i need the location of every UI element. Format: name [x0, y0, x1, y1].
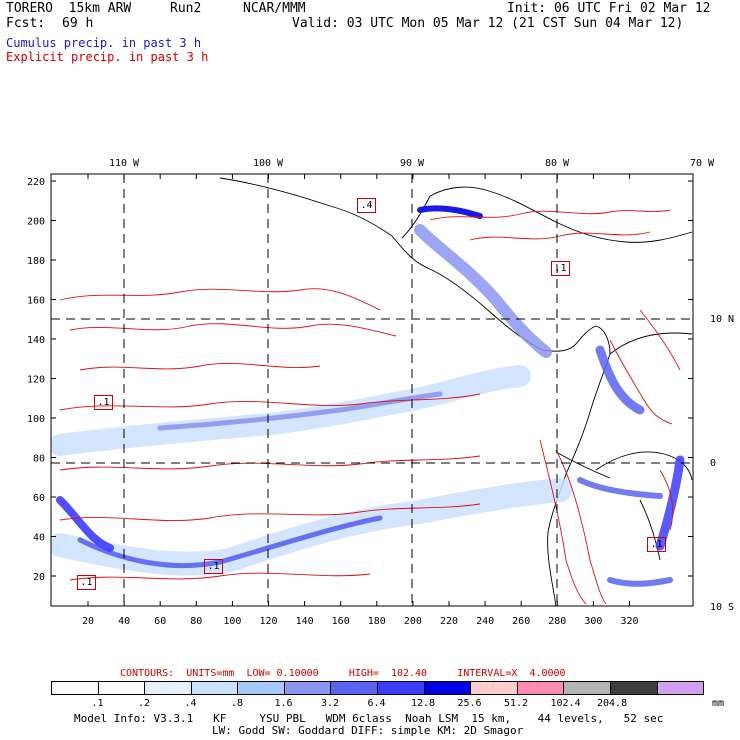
grid-x-label: 300 [584, 616, 602, 627]
grid-x-label: 280 [548, 616, 566, 627]
grid-x-label: 100 [223, 616, 241, 627]
colorbar-label: .4 [184, 698, 197, 709]
grid-y-label: 80 [33, 454, 45, 465]
lon-label: 90 W [400, 158, 425, 169]
colorbar-label: .1 [91, 698, 104, 709]
colorbar-swatch [471, 682, 518, 694]
contours-high: HIGH= 102.40 [348, 668, 428, 679]
explicit-precip-contours [59, 209, 681, 605]
grid-x-label: 240 [476, 616, 494, 627]
colorbar-label: 102.4 [550, 698, 581, 709]
grid-x-label: 40 [118, 616, 130, 627]
model-info: Model Info: V3.3.1 KF YSU PBL WDM 6class… [74, 712, 664, 725]
org-label: NCAR/MMM [243, 1, 306, 16]
grid-y-label: 220 [27, 177, 45, 188]
contours-info: CONTOURS: UNITS=mm LOW= 0.10000 HIGH= 10… [120, 668, 566, 679]
contours-interval: INTERVAL=X 4.0000 [457, 668, 566, 679]
contour-label: .1 [647, 537, 666, 552]
physics-info: LW: Godd SW: Goddard DIFF: simple KM: 2D… [212, 724, 524, 737]
colorbar-swatch [98, 682, 146, 694]
coastline [219, 177, 693, 606]
colorbar-swatch [145, 682, 192, 694]
colorbar-swatch [378, 682, 425, 694]
grid-y-label: 120 [27, 375, 45, 386]
map-frame [50, 173, 694, 607]
contour-label: .1 [551, 261, 570, 276]
cumulus-precip [51, 205, 685, 587]
lon-label: 110 W [109, 158, 140, 169]
contour-label: .1 [77, 575, 96, 590]
grid-y-label: 200 [27, 217, 45, 228]
colorbar-unit: mm [712, 698, 725, 709]
axis-labels: 110 W 100 W 90 W 80 W 70 W 10 N 0 10 S 220 200 180… [27, 158, 734, 627]
grid-y-label: 40 [33, 533, 45, 544]
colorbar-swatch [52, 682, 99, 694]
fcst-label: Fcst: [6, 16, 46, 31]
map-background [51, 174, 693, 606]
grid-y-label: 60 [33, 493, 45, 504]
contours-label: CONTOURS: [120, 668, 175, 679]
fcst-value: 69 h [62, 16, 94, 31]
colorbar-label: 6.4 [367, 698, 386, 709]
grid-x-label: 20 [82, 616, 94, 627]
colorbar-swatch [331, 682, 379, 694]
legend-explicit: Explicit precip. in past 3 h [6, 50, 209, 64]
lon-label: 70 W [690, 158, 715, 169]
valid-time: Valid: 03 UTC Mon 05 Mar 12 (21 CST Sun … [292, 16, 684, 31]
lon-label: 100 W [253, 158, 284, 169]
colorbar [51, 681, 704, 695]
colorbar-label: .2 [137, 698, 151, 709]
colorbar-swatch [517, 682, 565, 694]
colorbar-swatch [564, 682, 611, 694]
grid-x-label: 120 [259, 616, 277, 627]
graticule [51, 174, 693, 606]
init-time: Init: 06 UTC Fri 02 Mar 12 [507, 1, 711, 16]
colorbar-swatch [284, 682, 332, 694]
grid-y-label: 100 [27, 414, 45, 425]
lat-label: 0 [710, 458, 716, 469]
model-title: TORERO 15km ARW [6, 1, 132, 16]
grid-x-label: 140 [296, 616, 314, 627]
colorbar-swatch [610, 682, 658, 694]
colorbar-swatch [238, 682, 285, 694]
grid-y-label: 180 [27, 256, 45, 267]
colorbar-swatch [191, 682, 239, 694]
grid-y-label: 160 [27, 296, 45, 307]
axis-ticks [51, 174, 693, 606]
colorbar-label: 204.8 [597, 698, 628, 709]
lat-label: 10 N [710, 314, 734, 325]
contour-label: .1 [94, 395, 113, 410]
grid-y-label: 20 [33, 572, 45, 583]
contour-label: .1 [204, 559, 223, 574]
colorbar-label: 1.6 [274, 698, 293, 709]
colorbar-swatch [657, 682, 704, 694]
legend-cumulus: Cumulus precip. in past 3 h [6, 36, 202, 50]
grid-x-label: 260 [512, 616, 530, 627]
colorbar-label: 3.2 [320, 698, 340, 709]
contour-label: .4 [357, 198, 376, 213]
colorbar-label: 25.6 [457, 698, 482, 709]
lat-label: 10 S [710, 602, 734, 613]
contours-low: LOW= 0.10000 [246, 668, 319, 679]
contours-units: UNITS=mm [186, 668, 235, 679]
colorbar-label: 12.8 [411, 698, 436, 709]
grid-x-label: 320 [620, 616, 638, 627]
grid-x-label: 220 [440, 616, 458, 627]
grid-x-label: 180 [368, 616, 386, 627]
grid-y-label: 140 [27, 335, 45, 346]
colorbar-label: .8 [230, 698, 244, 709]
colorbar-swatch [424, 682, 472, 694]
grid-x-label: 160 [332, 616, 350, 627]
lon-label: 80 W [545, 158, 570, 169]
grid-x-label: 60 [154, 616, 166, 627]
run-label: Run2 [170, 1, 202, 16]
grid-x-label: 200 [404, 616, 422, 627]
colorbar-label: 51.2 [504, 698, 529, 709]
grid-x-label: 80 [190, 616, 202, 627]
